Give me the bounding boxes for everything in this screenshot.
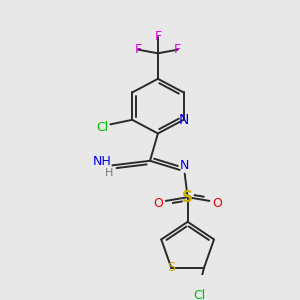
Text: F: F (174, 43, 181, 56)
Text: N: N (178, 113, 189, 127)
Text: F: F (154, 30, 161, 44)
Text: Cl: Cl (96, 121, 109, 134)
Text: F: F (134, 43, 142, 56)
Text: S: S (182, 190, 193, 205)
Text: N: N (180, 159, 189, 172)
Text: O: O (153, 197, 163, 210)
Text: O: O (212, 197, 222, 210)
Text: S: S (167, 262, 175, 275)
Text: H: H (105, 168, 114, 178)
Text: Cl: Cl (193, 289, 205, 300)
Text: NH: NH (93, 155, 112, 168)
